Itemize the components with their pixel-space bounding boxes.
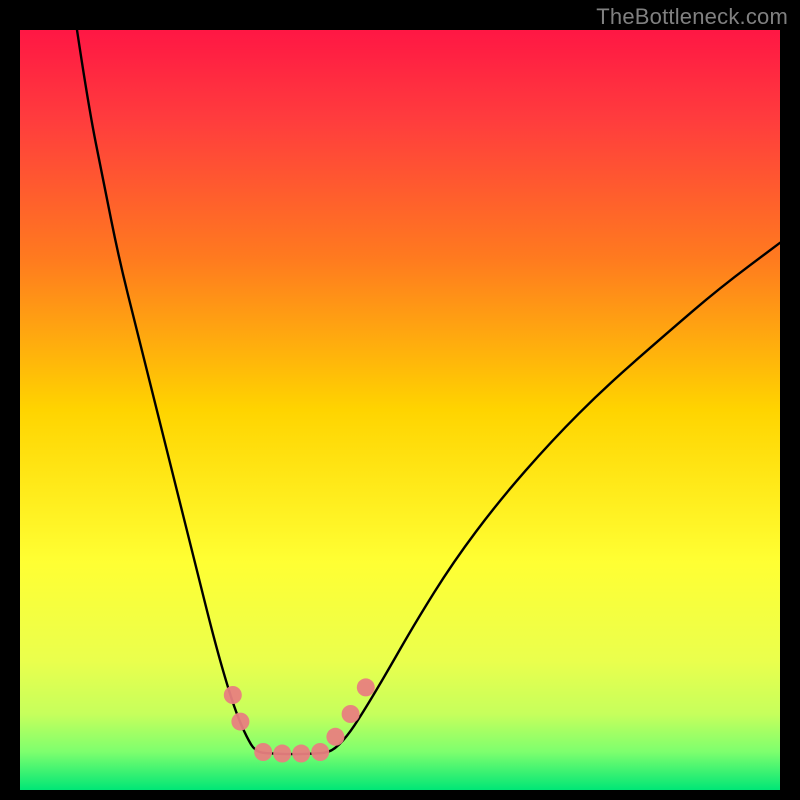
plot-area [20, 30, 780, 790]
curve-marker [254, 743, 272, 761]
curve-marker [311, 743, 329, 761]
curve-marker [292, 745, 310, 763]
curve-marker [326, 728, 344, 746]
watermark-text: TheBottleneck.com [596, 4, 788, 30]
curve-marker [342, 705, 360, 723]
curve-marker [273, 745, 291, 763]
curve-marker [224, 686, 242, 704]
curve-marker [357, 678, 375, 696]
curve-marker [231, 713, 249, 731]
chart-frame: TheBottleneck.com [0, 0, 800, 800]
marker-layer [20, 30, 780, 790]
